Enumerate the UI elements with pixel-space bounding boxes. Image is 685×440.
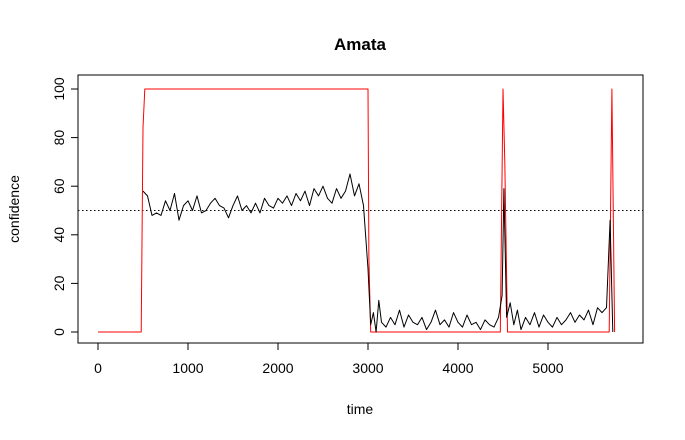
y-tick-label: 0: [51, 328, 67, 336]
x-tick-label: 0: [94, 360, 102, 376]
series-layer: [98, 88, 616, 333]
x-tick-label: 3000: [352, 360, 383, 376]
y-tick-label: 100: [51, 77, 67, 101]
chart-title: Amata: [334, 35, 387, 54]
y-axis: 0 20 40 60 80 100: [51, 77, 79, 336]
y-tick-label: 20: [51, 275, 67, 291]
x-tick-label: 2000: [262, 360, 293, 376]
x-axis: 0 1000 2000 3000 4000 5000: [94, 342, 564, 376]
x-tick-label: 1000: [172, 360, 203, 376]
x-axis-label: time: [347, 401, 374, 417]
y-tick-label: 40: [51, 227, 67, 243]
series-line-2: [142, 173, 614, 333]
x-tick-label: 5000: [532, 360, 563, 376]
series-line-1: [98, 88, 616, 333]
y-tick-label: 60: [51, 178, 67, 194]
x-tick-label: 4000: [442, 360, 473, 376]
y-tick-label: 80: [51, 130, 67, 146]
y-axis-label: confidence: [6, 175, 22, 243]
